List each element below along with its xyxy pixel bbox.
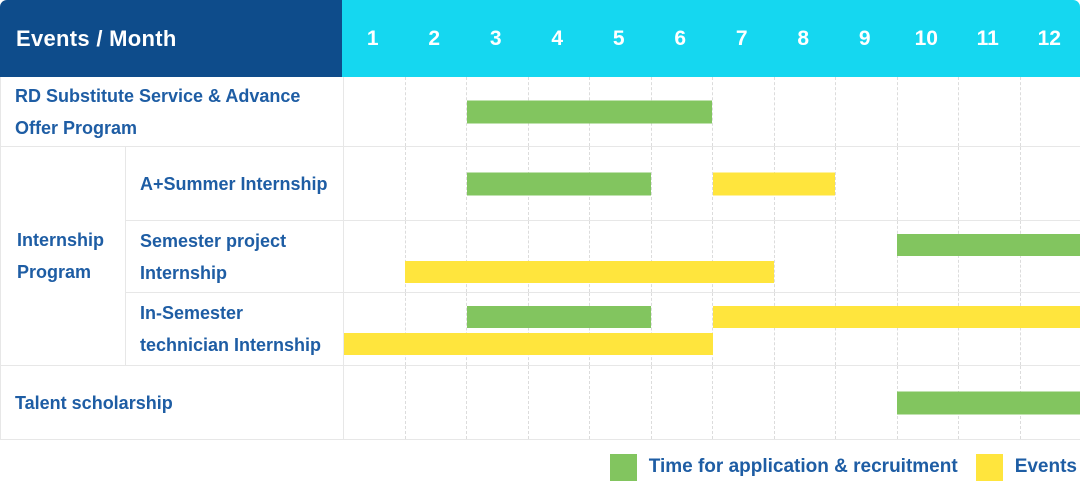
chart-cell <box>343 293 1080 366</box>
month-header-4: 4 <box>551 26 564 50</box>
gantt-bar-application <box>896 234 1080 256</box>
legend: Time for application & recruitment Events <box>0 440 1080 494</box>
legend-label: Time for application & recruitment <box>648 456 958 477</box>
month-gridline <box>712 293 774 365</box>
month-gridline <box>896 293 959 365</box>
month-gridline <box>896 77 959 146</box>
header-title: Events / Month <box>16 25 177 51</box>
gantt-bar-events <box>405 261 774 283</box>
chart-cell <box>343 221 1080 293</box>
month-gridline <box>650 147 713 220</box>
month-gridline <box>958 77 1020 146</box>
month-grid <box>344 221 1080 292</box>
gantt-bar-events <box>712 306 1080 328</box>
month-gridline <box>773 77 836 146</box>
month-gridline <box>466 293 528 365</box>
month-header-3: 3 <box>489 26 502 50</box>
month-header-10: 10 <box>914 26 938 50</box>
month-gridline <box>344 77 405 146</box>
table-body: RD Substitute Service & Advance Offer Pr… <box>0 77 1080 440</box>
month-gridline <box>958 147 1020 220</box>
row-label: Talent scholarship <box>1 366 343 440</box>
month-gridline <box>835 77 897 146</box>
month-gridline <box>344 147 405 220</box>
chart-cell <box>343 77 1080 147</box>
group-cell-internship-program: Internship Program <box>1 147 125 366</box>
month-gridline <box>404 221 467 292</box>
month-gridline <box>527 366 590 439</box>
month-gridline <box>958 221 1020 292</box>
month-header-11: 11 <box>976 26 999 50</box>
gantt-bar-application <box>466 306 652 328</box>
month-gridline <box>835 293 897 365</box>
month-gridline <box>1019 293 1080 365</box>
header-title-cell: Events / Month <box>0 0 342 77</box>
month-gridline <box>712 366 774 439</box>
row-label: RD Substitute Service & Advance Offer Pr… <box>1 77 343 147</box>
month-gridline <box>466 147 528 220</box>
month-gridline <box>773 221 836 292</box>
legend-item-yellow: Events <box>975 453 1077 481</box>
gantt-bar-application <box>466 172 652 195</box>
month-gridline <box>712 221 774 292</box>
month-header-7: 7 <box>735 26 748 50</box>
month-gridline <box>344 221 405 292</box>
month-gridline <box>589 221 651 292</box>
month-gridline <box>466 221 528 292</box>
month-gridline <box>344 366 405 439</box>
month-header-6: 6 <box>674 26 687 50</box>
month-gridline <box>404 293 467 365</box>
month-gridline <box>466 366 528 439</box>
gantt-bar-application <box>896 391 1080 414</box>
gantt-bar-events <box>344 333 713 355</box>
month-header-12: 12 <box>1037 26 1061 50</box>
month-gridline <box>835 366 897 439</box>
month-gridline <box>589 293 651 365</box>
gantt-bar-application <box>466 100 713 123</box>
legend-item-green: Time for application & recruitment <box>609 453 958 481</box>
month-gridline <box>1019 147 1080 220</box>
month-gridline <box>773 293 836 365</box>
gantt-bar-events <box>712 172 836 195</box>
month-gridline <box>896 221 959 292</box>
month-header-1: 1 <box>366 26 379 50</box>
legend-swatch-yellow-icon <box>975 453 1003 481</box>
chart-cell <box>343 366 1080 440</box>
row-label: A+Summer Internship <box>125 147 343 221</box>
month-gridline <box>835 147 897 220</box>
month-gridline <box>650 293 713 365</box>
chart-cell <box>343 147 1080 221</box>
month-gridline <box>958 293 1020 365</box>
month-gridline <box>773 366 836 439</box>
month-gridline <box>589 366 651 439</box>
month-header-strip: 1 2 3 4 5 6 7 8 9 10 11 12 <box>342 0 1080 77</box>
month-gridline <box>650 366 713 439</box>
month-gridline <box>896 147 959 220</box>
month-gridline <box>527 293 590 365</box>
month-gridline <box>712 77 774 146</box>
month-grid <box>344 293 1080 365</box>
month-header-5: 5 <box>612 26 625 50</box>
legend-swatch-green-icon <box>609 453 637 481</box>
month-header-2: 2 <box>428 26 441 50</box>
month-gridline <box>835 221 897 292</box>
row-label: In-Semester technician Internship <box>125 293 343 366</box>
row-label: Semester project Internship <box>125 221 343 293</box>
month-header-9: 9 <box>858 26 871 50</box>
month-gridline <box>466 77 528 146</box>
month-gridline <box>650 221 713 292</box>
table-header-row: Events / Month 1 2 3 4 5 6 7 8 9 10 11 12 <box>0 0 1080 77</box>
month-gridline <box>404 77 467 146</box>
legend-label: Events <box>1014 456 1077 477</box>
month-header-8: 8 <box>797 26 810 50</box>
month-gridline <box>1019 221 1080 292</box>
month-gridline <box>404 366 467 439</box>
month-gridline <box>712 147 774 220</box>
month-gridline <box>527 221 590 292</box>
month-gridline <box>404 147 467 220</box>
month-gridline <box>1019 77 1080 146</box>
